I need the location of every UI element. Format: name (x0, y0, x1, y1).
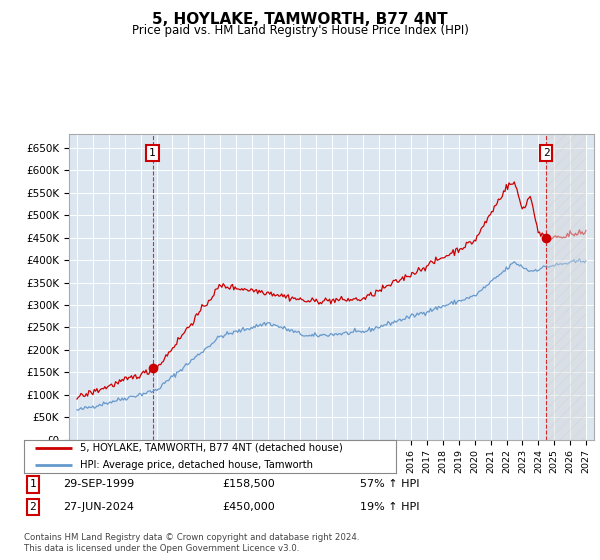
Text: £158,500: £158,500 (222, 479, 275, 489)
Text: 27-JUN-2024: 27-JUN-2024 (63, 502, 134, 512)
Text: 2: 2 (543, 148, 550, 158)
Text: 1: 1 (29, 479, 37, 489)
Text: 19% ↑ HPI: 19% ↑ HPI (360, 502, 419, 512)
Text: Price paid vs. HM Land Registry's House Price Index (HPI): Price paid vs. HM Land Registry's House … (131, 24, 469, 36)
Text: 1: 1 (149, 148, 156, 158)
Text: 5, HOYLAKE, TAMWORTH, B77 4NT: 5, HOYLAKE, TAMWORTH, B77 4NT (152, 12, 448, 27)
Text: 57% ↑ HPI: 57% ↑ HPI (360, 479, 419, 489)
Text: Contains HM Land Registry data © Crown copyright and database right 2024.
This d: Contains HM Land Registry data © Crown c… (24, 533, 359, 553)
Text: £450,000: £450,000 (222, 502, 275, 512)
Text: 2: 2 (29, 502, 37, 512)
Text: 5, HOYLAKE, TAMWORTH, B77 4NT (detached house): 5, HOYLAKE, TAMWORTH, B77 4NT (detached … (80, 443, 343, 453)
Bar (546, 134, 586, 440)
Text: HPI: Average price, detached house, Tamworth: HPI: Average price, detached house, Tamw… (80, 460, 313, 470)
Text: 29-SEP-1999: 29-SEP-1999 (63, 479, 134, 489)
